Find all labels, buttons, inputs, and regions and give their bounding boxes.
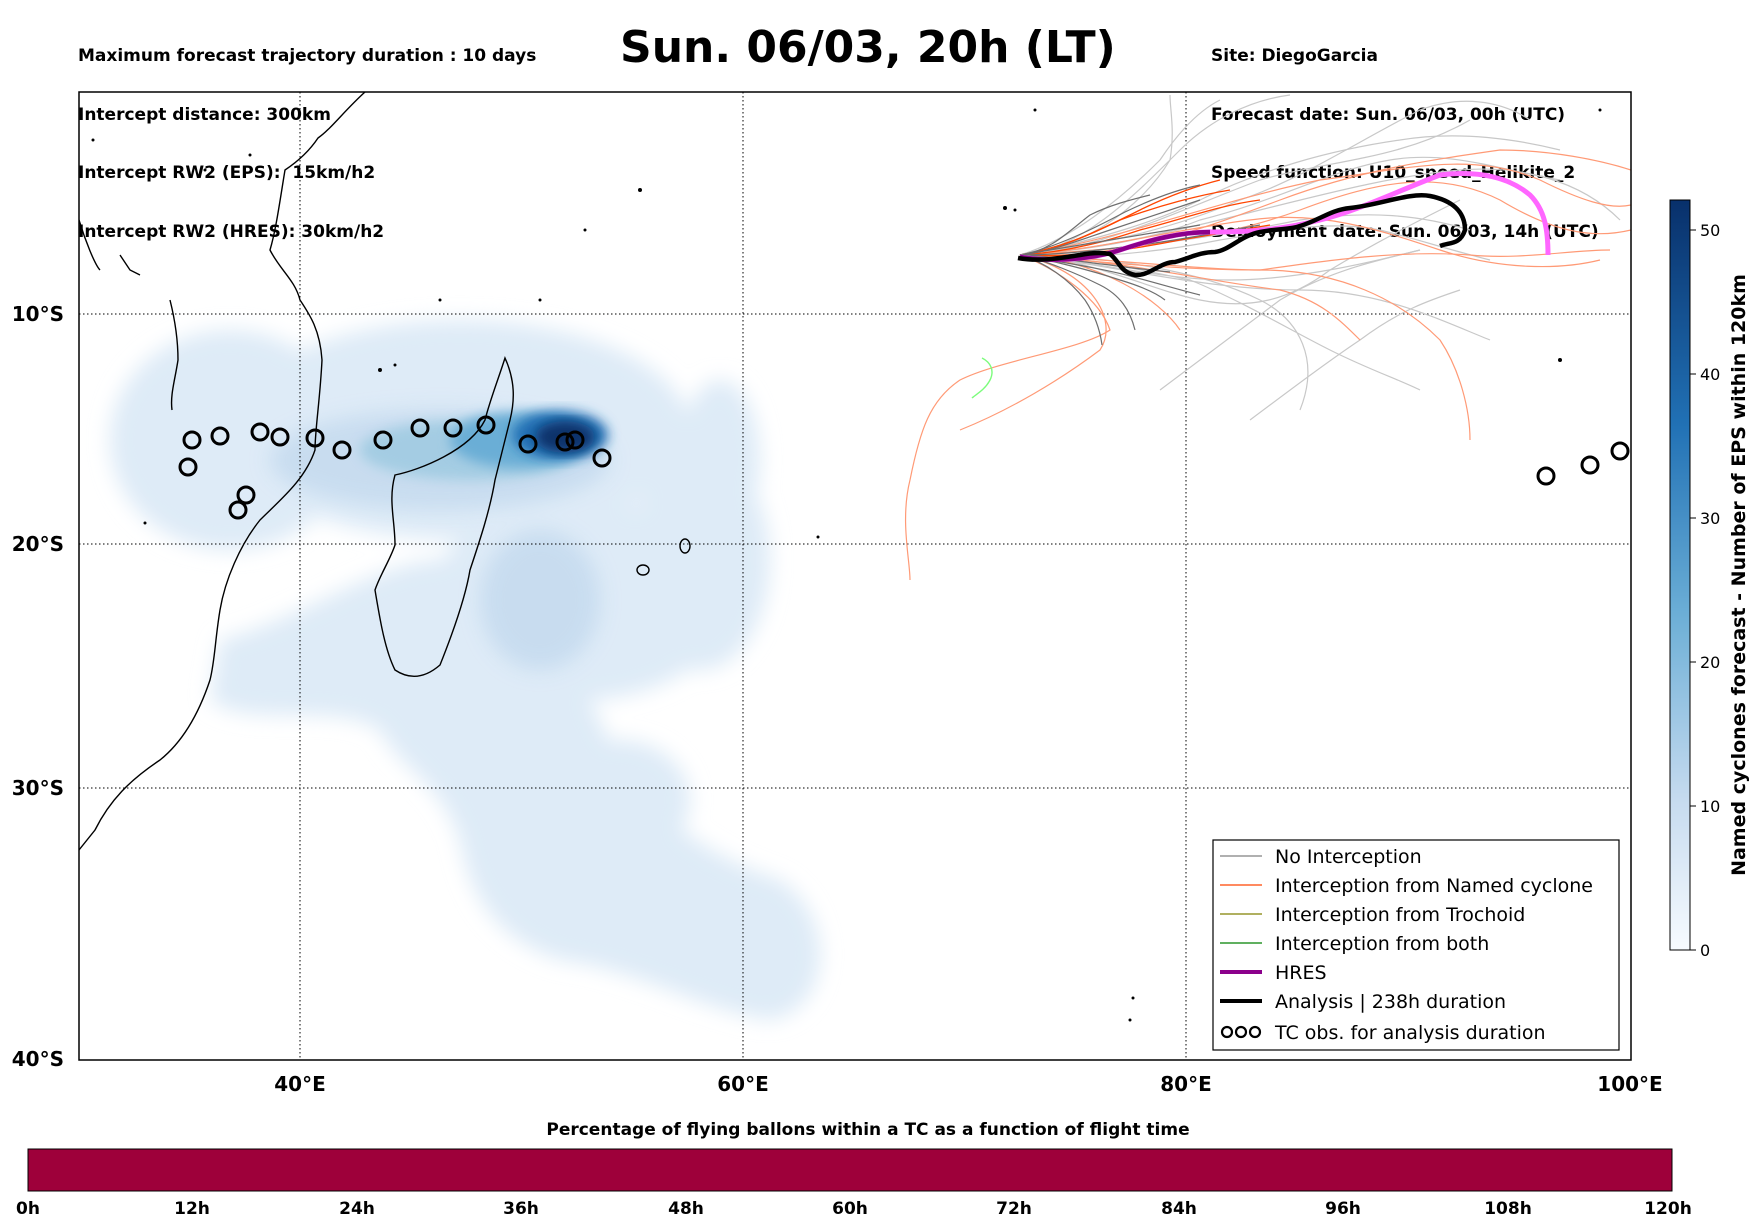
flight-time-tick: 72h (996, 1199, 1032, 1219)
header-line: Intercept RW2 (HRES): 30km/h2 (78, 221, 385, 242)
colorbar-tick: 0 (1700, 941, 1710, 960)
cyclone-icon (476, 415, 496, 435)
cyclone-icon (1610, 441, 1630, 461)
cyclone-icon (178, 457, 198, 477)
colorbar-tick: 10 (1700, 797, 1720, 816)
legend-item: No Interception (1220, 846, 1422, 868)
header-line: Intercept distance: 300km (78, 104, 331, 125)
legend-item: Analysis | 238h duration (1220, 991, 1506, 1013)
legend-label: Analysis | 238h duration (1275, 991, 1506, 1013)
cyclone-icon (236, 485, 256, 505)
colorbar-tick: 20 (1700, 653, 1720, 672)
trajectories-named-cyclone (1019, 179, 1271, 257)
lat-tick-labels: 10°S 20°S 30°S 40°S (12, 302, 64, 1071)
header-line: Speed function: U10_speed_Helikite_2 (1211, 163, 1576, 183)
header-line: Intercept RW2 (EPS): 15km/h2 (78, 163, 376, 183)
header-line: Maximum forecast trajectory duration : 1… (78, 46, 537, 66)
legend: No Interception Interception from Named … (1212, 839, 1620, 1051)
cyclone-icon (182, 430, 202, 450)
legend-label: No Interception (1275, 846, 1422, 868)
colorbar-label: Named cyclones forecast - Number of EPS … (1728, 274, 1750, 876)
legend-label: Interception from both (1275, 933, 1489, 955)
colorbar-tick: 40 (1700, 365, 1720, 384)
colorbar-right: 0 10 20 30 40 50 Named cyclones forecast… (1669, 199, 1750, 960)
trajectory-both (971, 357, 993, 399)
colorbar-tick: 30 (1700, 509, 1720, 528)
lon-tick: 100°E (1597, 1072, 1662, 1096)
colorbar-tick: 50 (1700, 221, 1720, 240)
colorbar-gradient (1669, 199, 1691, 951)
analysis-trajectory (1017, 193, 1468, 278)
coastline (79, 92, 691, 851)
flight-time-tick: 120h (1644, 1199, 1692, 1219)
islands (91, 108, 1602, 1022)
flight-time-tick: 0h (16, 1199, 40, 1219)
cyclone-icon (210, 426, 230, 446)
lat-tick: 10°S (12, 302, 64, 326)
lat-tick: 20°S (12, 532, 64, 556)
flight-time-tick: 48h (668, 1199, 704, 1219)
flight-time-tick: 60h (832, 1199, 868, 1219)
cyclone-icon (443, 418, 463, 438)
map-area (79, 92, 1631, 1060)
flight-time-bar-fill (27, 1148, 1673, 1192)
legend-label: Interception from Trochoid (1275, 904, 1525, 926)
graticule (79, 92, 1631, 1060)
lon-tick: 80°E (1160, 1072, 1212, 1096)
map-frame (78, 91, 1632, 1061)
cyclone-icon (1580, 455, 1600, 475)
lat-tick: 40°S (12, 1047, 64, 1071)
flight-time-bar: Percentage of flying ballons within a TC… (16, 1120, 1692, 1219)
flight-time-tick: 12h (174, 1199, 210, 1219)
cyclone-icon (1536, 466, 1556, 486)
cyclone-icon (332, 440, 352, 460)
cyclone-icon (228, 500, 248, 520)
cyclone-icon (270, 427, 290, 447)
lon-tick: 40°E (274, 1072, 326, 1096)
header-info-left: Maximum forecast trajectory duration : 1… (78, 8, 536, 262)
lon-tick-labels: 40°E 60°E 80°E 100°E (274, 1072, 1662, 1096)
header-info-right: Site: DiegoGarcia Forecast date: Sun. 06… (1211, 8, 1599, 262)
flight-time-tick: 84h (1161, 1199, 1197, 1219)
cyclone-icon (410, 418, 430, 438)
flight-time-tick: 96h (1325, 1199, 1361, 1219)
cyclone-icon (373, 430, 393, 450)
cyclone-icon (250, 422, 270, 442)
cyclone-icon (565, 430, 585, 450)
page-title: Sun. 06/03, 20h (LT) (620, 22, 1116, 73)
flight-time-tick: 108h (1484, 1199, 1532, 1219)
legend-label: HRES (1275, 962, 1327, 984)
header-line: Site: DiegoGarcia (1211, 46, 1378, 66)
lat-tick: 30°S (12, 776, 64, 800)
legend-label: TC obs. for analysis duration (1274, 1022, 1546, 1044)
header-line: Deployment date: Sun. 06/03, 14h (UTC) (1211, 221, 1599, 242)
flight-time-bar-title: Percentage of flying ballons within a TC… (546, 1120, 1189, 1140)
lon-tick: 60°E (717, 1072, 769, 1096)
cyclone-icon (305, 428, 325, 448)
legend-item: Interception from Named cyclone (1220, 875, 1593, 897)
cyclone-icon (592, 448, 612, 468)
cyclone-icon (1220, 1025, 1262, 1039)
flight-time-tick: 36h (503, 1199, 539, 1219)
cyclone-icon (555, 432, 575, 452)
header-line: Forecast date: Sun. 06/03, 00h (UTC) (1211, 104, 1566, 125)
legend-item: Interception from both (1220, 933, 1489, 955)
legend-item: Interception from Trochoid (1220, 904, 1525, 926)
legend-item: TC obs. for analysis duration (1220, 1022, 1546, 1044)
flight-time-tick: 24h (339, 1199, 375, 1219)
cyclone-icon (518, 434, 538, 454)
eps-density-field (110, 320, 821, 1020)
tc-observations (178, 415, 1630, 520)
legend-box (1212, 839, 1620, 1051)
legend-label: Interception from Named cyclone (1275, 875, 1593, 897)
legend-item: HRES (1220, 962, 1327, 984)
trajectories-grey (1019, 94, 1621, 421)
trajectories-salmon (904, 149, 1631, 581)
